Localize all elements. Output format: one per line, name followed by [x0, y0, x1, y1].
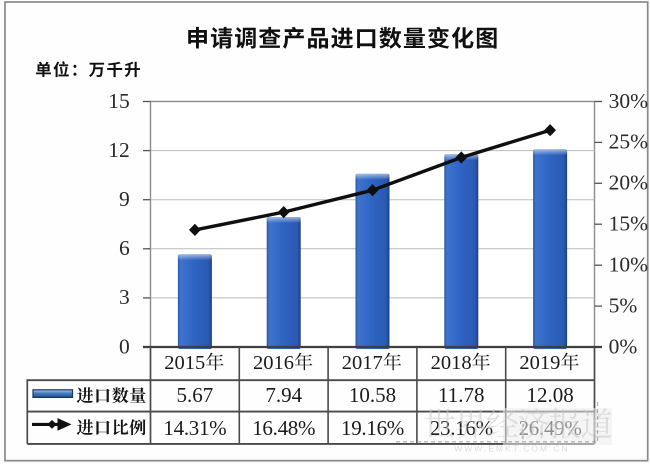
svg-text:30%: 30% [609, 89, 649, 113]
svg-text:9: 9 [119, 187, 130, 211]
svg-text:7.94: 7.94 [265, 383, 302, 407]
svg-text:20%: 20% [609, 171, 649, 195]
svg-text:15: 15 [108, 89, 130, 113]
svg-text:2019: 2019 [519, 352, 560, 374]
svg-text:5.67: 5.67 [177, 383, 214, 407]
svg-text:19.16%: 19.16% [341, 416, 404, 440]
svg-text:25%: 25% [609, 130, 649, 154]
svg-text:11.78: 11.78 [438, 383, 484, 407]
svg-text:5%: 5% [609, 293, 638, 317]
svg-text:10.58: 10.58 [349, 383, 396, 407]
svg-text:10%: 10% [609, 253, 649, 277]
svg-text:2018: 2018 [431, 352, 472, 374]
svg-text:16.48%: 16.48% [252, 416, 315, 440]
svg-text:2016: 2016 [253, 352, 294, 374]
svg-text:15%: 15% [609, 212, 649, 236]
svg-text:12: 12 [108, 138, 130, 162]
svg-text:2015: 2015 [164, 352, 205, 374]
svg-text:6: 6 [119, 236, 130, 260]
svg-text:12.08: 12.08 [526, 383, 573, 407]
svg-text:2017: 2017 [342, 352, 383, 374]
svg-text:WWW.EMKT.COM.CN: WWW.EMKT.COM.CN [454, 444, 569, 454]
svg-text:3: 3 [119, 285, 130, 309]
svg-text:14.31%: 14.31% [163, 416, 226, 440]
svg-text:0: 0 [119, 334, 130, 358]
svg-text:0%: 0% [609, 334, 638, 358]
